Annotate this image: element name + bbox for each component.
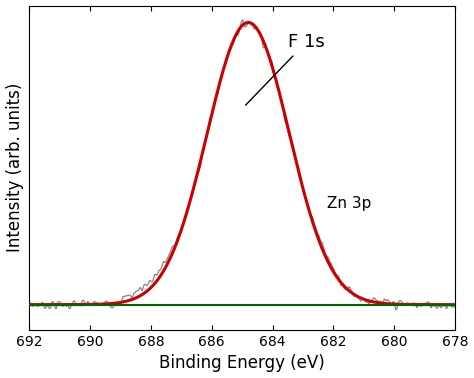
Y-axis label: Intensity (arb. units): Intensity (arb. units) [6, 83, 24, 253]
Text: F 1s: F 1s [246, 33, 325, 105]
Text: Zn 3p: Zn 3p [328, 195, 372, 211]
X-axis label: Binding Energy (eV): Binding Energy (eV) [159, 355, 325, 372]
